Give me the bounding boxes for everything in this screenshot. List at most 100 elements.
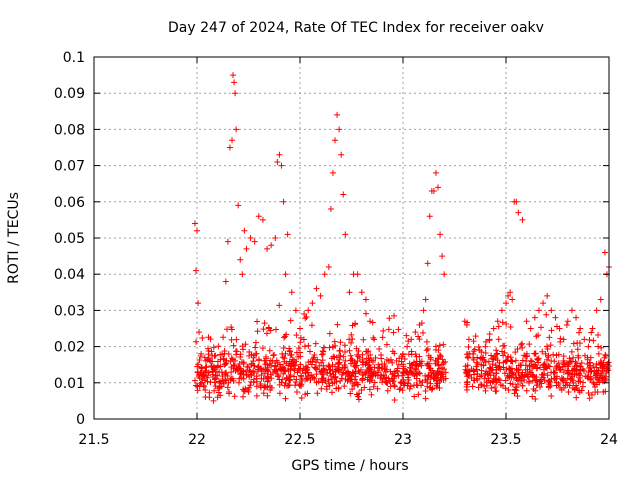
data-point [527, 325, 534, 332]
data-point [436, 342, 443, 349]
data-point [423, 347, 430, 354]
data-point [580, 379, 587, 386]
data-point [195, 300, 202, 307]
data-point [280, 198, 287, 205]
data-point [407, 383, 414, 390]
data-point [248, 372, 255, 379]
data-point [214, 362, 221, 369]
data-point [433, 383, 440, 390]
data-point [465, 343, 472, 350]
data-point [360, 336, 367, 343]
data-point [527, 369, 534, 376]
data-point [202, 357, 209, 364]
data-point [287, 348, 294, 355]
y-tick-label: 0.04 [54, 267, 85, 283]
data-point [598, 359, 605, 366]
data-point [329, 380, 336, 387]
data-point [398, 358, 405, 365]
data-point [302, 375, 309, 382]
data-point [533, 333, 540, 340]
data-point [230, 377, 237, 384]
data-point [345, 376, 352, 383]
data-point [593, 360, 600, 367]
data-point [259, 216, 266, 223]
data-point [602, 376, 609, 383]
data-point [515, 367, 522, 374]
data-point [329, 169, 336, 176]
data-point [271, 366, 278, 373]
data-point [560, 353, 567, 360]
data-point [533, 374, 540, 381]
data-point [430, 187, 437, 194]
data-point [518, 341, 525, 348]
data-point [346, 289, 353, 296]
data-point [199, 334, 206, 341]
data-point [509, 371, 516, 378]
y-tick-label: 0.05 [54, 231, 85, 247]
data-point [191, 220, 198, 227]
data-point [276, 381, 283, 388]
data-point [523, 357, 530, 364]
data-point [551, 369, 558, 376]
data-point [347, 357, 354, 364]
data-point [486, 336, 493, 343]
data-point [342, 348, 349, 355]
data-point [514, 377, 521, 384]
data-point [348, 339, 355, 346]
data-point [490, 325, 497, 332]
data-point [534, 355, 541, 362]
data-point [533, 365, 540, 372]
data-point [605, 367, 612, 374]
data-point [590, 380, 597, 387]
data-point [379, 334, 386, 341]
data-point [393, 357, 400, 364]
data-point [481, 383, 488, 390]
data-point [338, 375, 345, 382]
data-point [560, 336, 567, 343]
data-point [395, 326, 402, 333]
data-point [574, 340, 581, 347]
data-point [326, 366, 333, 373]
data-point [302, 315, 309, 322]
data-point [340, 369, 347, 376]
data-point [240, 393, 247, 400]
y-tick-label: 0.03 [54, 303, 85, 319]
data-point [309, 300, 316, 307]
data-point [578, 359, 585, 366]
data-point [391, 382, 398, 389]
data-point [355, 348, 362, 355]
data-point [347, 390, 354, 397]
data-point [575, 352, 582, 359]
data-point [228, 324, 235, 331]
data-point [282, 350, 289, 357]
x-tick-label: 23 [394, 432, 412, 448]
data-point [478, 382, 485, 389]
data-point [538, 324, 544, 331]
data-point [377, 371, 384, 378]
data-point [532, 395, 539, 402]
data-point [260, 390, 267, 397]
data-point [353, 379, 360, 386]
data-point [386, 315, 393, 322]
data-point [369, 372, 376, 379]
data-point [290, 361, 297, 368]
data-point [383, 356, 390, 363]
data-point [371, 364, 378, 371]
data-point [415, 391, 422, 398]
y-tick-label: 0.02 [54, 340, 85, 356]
data-point [548, 327, 555, 334]
data-point [422, 377, 429, 384]
data-point [440, 341, 447, 348]
data-point [272, 326, 279, 333]
data-point [404, 343, 411, 350]
data-point [572, 358, 579, 365]
data-point [391, 396, 398, 403]
x-tick-label: 22.5 [284, 432, 315, 448]
data-point [269, 358, 276, 365]
data-point [193, 338, 200, 345]
data-point [555, 351, 562, 358]
data-point [359, 356, 366, 363]
data-point [247, 368, 254, 375]
data-point [592, 374, 599, 381]
